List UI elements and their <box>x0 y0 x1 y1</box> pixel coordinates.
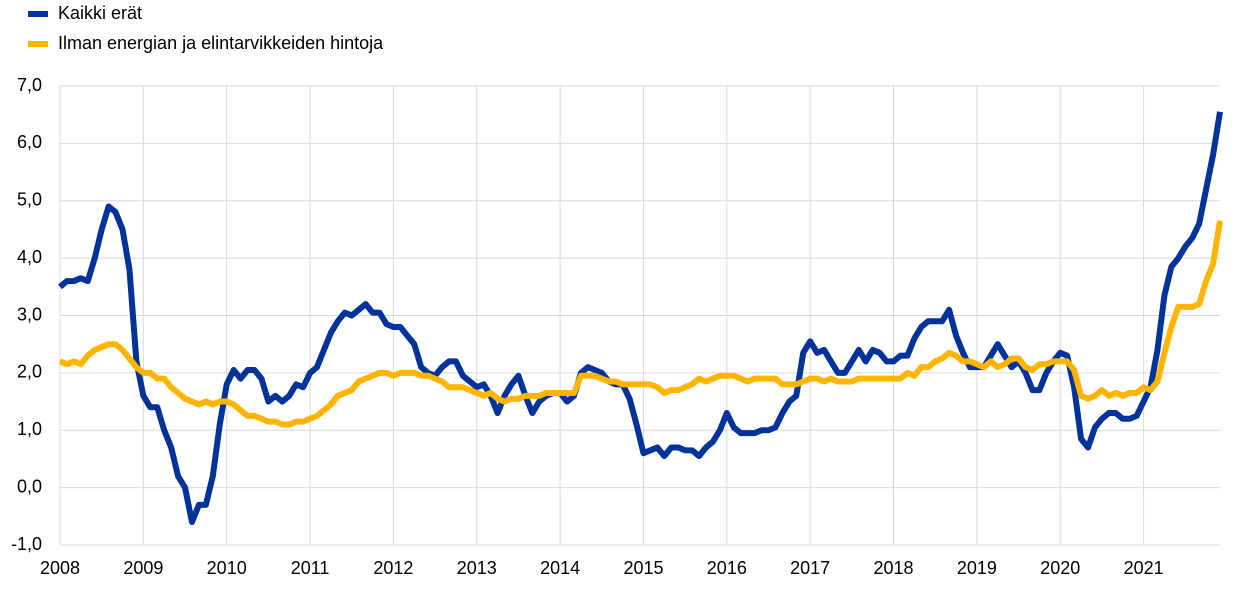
legend-label: Ilman energian ja elintarvikkeiden hinto… <box>58 33 384 53</box>
x-tick-label: 2021 <box>1124 558 1164 578</box>
y-tick-label: 0,0 <box>17 476 42 496</box>
y-tick-label: -1,0 <box>11 534 42 554</box>
x-tick-label: 2012 <box>373 558 413 578</box>
x-tick-label: 2014 <box>540 558 580 578</box>
series-line <box>58 220 1223 428</box>
legend-label: Kaikki erät <box>58 3 142 23</box>
y-tick-label: 1,0 <box>17 419 42 439</box>
x-tick-label: 2008 <box>40 558 80 578</box>
x-tick-label: 2017 <box>790 558 830 578</box>
y-tick-label: 7,0 <box>17 75 42 95</box>
x-tick-label: 2018 <box>874 558 914 578</box>
series-line <box>58 111 1223 526</box>
x-tick-label: 2010 <box>207 558 247 578</box>
y-tick-label: 2,0 <box>17 362 42 382</box>
y-tick-label: 5,0 <box>17 190 42 210</box>
y-tick-label: 3,0 <box>17 304 42 324</box>
x-tick-label: 2009 <box>123 558 163 578</box>
x-tick-label: 2011 <box>291 558 330 578</box>
x-tick-label: 2013 <box>457 558 497 578</box>
y-tick-label: 4,0 <box>17 247 42 267</box>
y-tick-label: 6,0 <box>17 132 42 152</box>
x-tick-label: 2020 <box>1040 558 1080 578</box>
x-tick-label: 2019 <box>957 558 997 578</box>
x-tick-label: 2016 <box>707 558 747 578</box>
x-tick-label: 2015 <box>623 558 663 578</box>
